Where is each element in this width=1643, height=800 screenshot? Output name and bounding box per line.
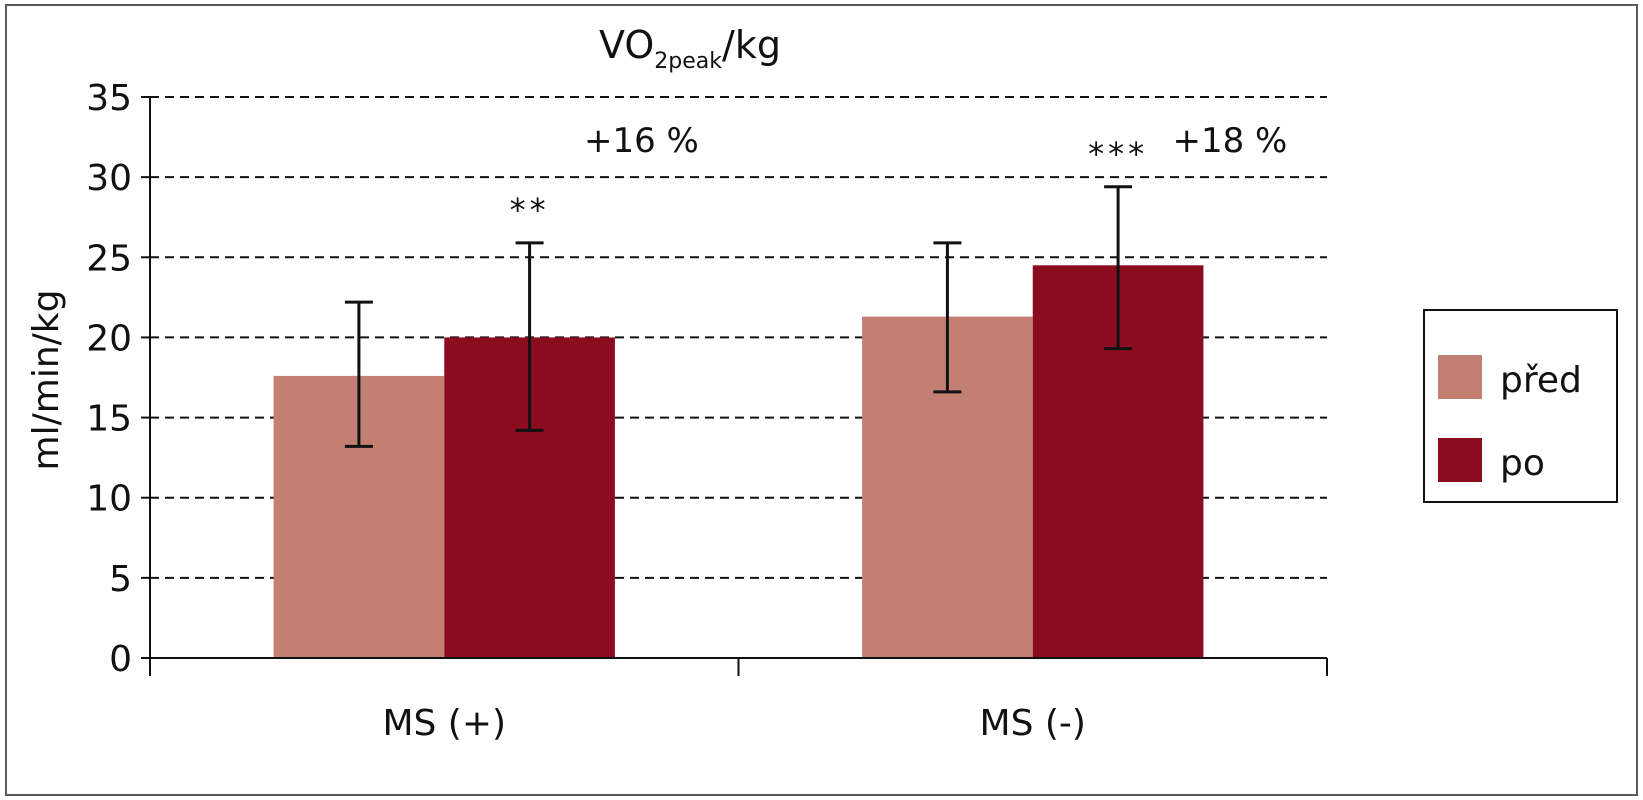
legend-label-pred: před: [1500, 360, 1582, 401]
legend-swatch-pred: [1438, 355, 1482, 399]
outer-border: [5, 4, 1638, 796]
legend-swatch-po: [1438, 438, 1482, 482]
legend: před po: [1423, 309, 1618, 503]
chart-title-main: VO: [599, 23, 654, 67]
category-label: MS (+): [382, 703, 506, 744]
category-labels: MS (+) MS (-): [382, 703, 1086, 744]
percent-change-label: +18 %: [1172, 121, 1287, 161]
y-axis-label: ml/min/kg: [26, 290, 67, 471]
category-label: MS (-): [980, 703, 1086, 744]
chart-title-subscript: 2peak: [654, 49, 722, 74]
percent-change-label: +16 %: [584, 121, 699, 161]
chart-title: VO2peak/kg: [599, 23, 781, 74]
y-tick-label: 10: [86, 479, 132, 520]
error-bars: [344, 185, 1133, 448]
significance-marker: **: [510, 191, 550, 229]
significance-marker: ***: [1088, 135, 1148, 173]
axes: [141, 96, 1328, 676]
y-tick-label: 25: [86, 238, 132, 279]
y-tick-label: 30: [86, 158, 132, 199]
legend-label-po: po: [1500, 443, 1545, 484]
y-tick-label: 5: [109, 559, 132, 600]
y-tick-label: 20: [86, 318, 132, 359]
chart-title-tail: /kg: [722, 23, 781, 67]
y-tick-labels: 0 5 10 15 20 25 30 35: [86, 78, 132, 680]
y-tick-label: 15: [86, 399, 132, 440]
annotations: ** +16 % *** +18 %: [510, 121, 1288, 229]
y-tick-label: 0: [109, 639, 132, 680]
y-tick-label: 35: [86, 78, 132, 119]
